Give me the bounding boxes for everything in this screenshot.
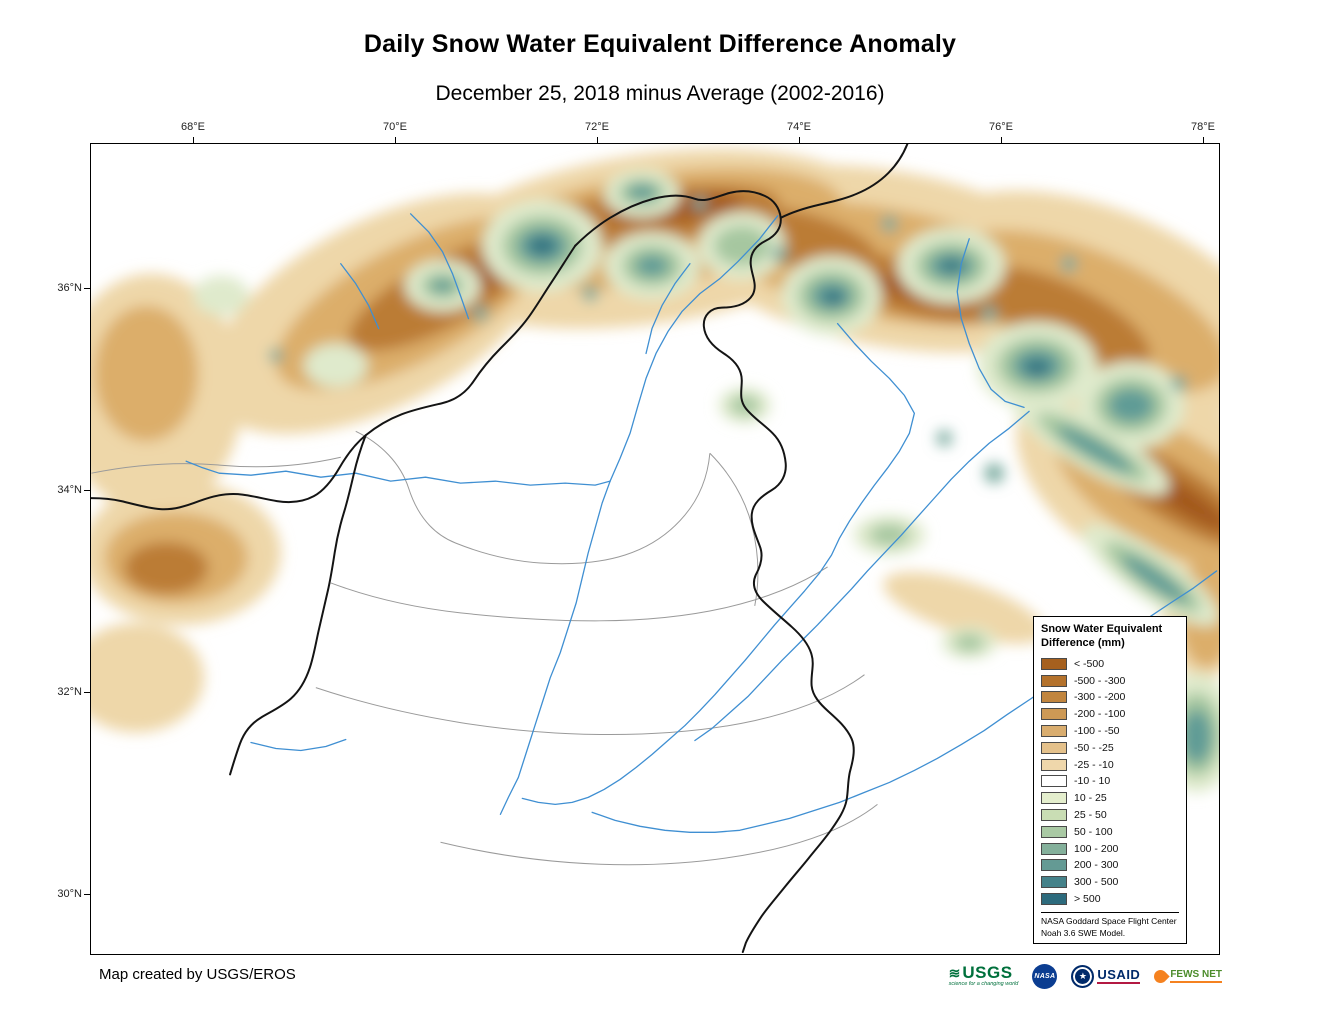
legend-swatch xyxy=(1041,859,1067,872)
legend-swatch xyxy=(1041,708,1067,721)
y-tick-mark xyxy=(84,894,90,895)
legend-label: -200 - -100 xyxy=(1074,708,1126,721)
x-tick-label: 72°E xyxy=(585,121,609,133)
legend-label: 25 - 50 xyxy=(1074,809,1107,822)
usgs-wave-icon: ≋ xyxy=(948,964,961,981)
usaid-logo: ★ USAID xyxy=(1071,964,1141,988)
legend-label: > 500 xyxy=(1074,893,1101,906)
legend-label: 100 - 200 xyxy=(1074,842,1119,855)
y-tick-label: 36°N xyxy=(57,282,82,294)
legend-swatch xyxy=(1041,893,1067,906)
x-tick-label: 76°E xyxy=(989,121,1013,133)
legend-label: 200 - 300 xyxy=(1074,859,1119,872)
legend-entry: -500 - -300 xyxy=(1041,672,1179,689)
legend-entry: -200 - -100 xyxy=(1041,706,1179,723)
fewsnet-logo: FEWS NET xyxy=(1151,966,1222,986)
legend-swatch xyxy=(1041,825,1067,838)
legend-label: -500 - -300 xyxy=(1074,674,1126,687)
legend-label: -25 - -10 xyxy=(1074,758,1114,771)
terrain-anomaly-layer xyxy=(91,148,1219,793)
legend-label: < -500 xyxy=(1074,657,1105,670)
legend-swatch xyxy=(1041,809,1067,822)
fewsnet-logo-text: FEWS NET xyxy=(1170,969,1222,983)
fewsnet-leaf-icon xyxy=(1151,966,1171,986)
legend-swatch xyxy=(1041,725,1067,738)
map-credit: Map created by USGS/EROS xyxy=(99,966,296,983)
y-tick-label: 34°N xyxy=(57,484,82,496)
legend-swatch xyxy=(1041,792,1067,805)
y-tick-mark xyxy=(84,692,90,693)
legend-entry: 25 - 50 xyxy=(1041,807,1179,824)
footer-logos: ≋ USGS science for a changing world NASA… xyxy=(949,960,1222,992)
legend-footnote-line1: NASA Goddard Space Flight Center xyxy=(1041,916,1177,927)
legend-entry: 200 - 300 xyxy=(1041,857,1179,874)
usaid-logo-text: USAID xyxy=(1097,967,1141,985)
x-tick-mark xyxy=(395,137,396,143)
country-borders-layer xyxy=(91,144,909,954)
legend-label: 10 - 25 xyxy=(1074,792,1107,805)
legend-swatch xyxy=(1041,758,1067,771)
legend-entries: < -500 -500 - -300 -300 - -200 -200 - -100 -… xyxy=(1041,656,1179,908)
legend-entry: -10 - 10 xyxy=(1041,773,1179,790)
legend-swatch xyxy=(1041,775,1067,788)
legend-footnote-line2: Noah 3.6 SWE Model. xyxy=(1041,927,1126,938)
y-tick-label: 32°N xyxy=(57,686,82,698)
legend-title-line2: Difference (mm) xyxy=(1041,636,1125,649)
legend-entry: -100 - -50 xyxy=(1041,723,1179,740)
usgs-tagline: science for a changing world xyxy=(948,981,1019,988)
legend-entry: -300 - -200 xyxy=(1041,689,1179,706)
y-tick-mark xyxy=(84,490,90,491)
legend-label: -100 - -50 xyxy=(1074,725,1120,738)
legend-swatch xyxy=(1041,842,1067,855)
legend-entry: 10 - 25 xyxy=(1041,790,1179,807)
legend-entry: 50 - 100 xyxy=(1041,823,1179,840)
legend-label: 300 - 500 xyxy=(1074,876,1119,889)
legend-label: 50 - 100 xyxy=(1074,825,1113,838)
x-tick-mark xyxy=(193,137,194,143)
legend-entry: > 500 xyxy=(1041,891,1179,908)
y-tick-mark xyxy=(84,288,90,289)
legend-entry: -25 - -10 xyxy=(1041,756,1179,773)
x-tick-label: 74°E xyxy=(787,121,811,133)
x-tick-mark xyxy=(799,137,800,143)
map-title: Daily Snow Water Equivalent Difference A… xyxy=(363,30,957,58)
legend-swatch xyxy=(1041,674,1067,687)
usgs-logo-text: USGS xyxy=(962,963,1013,983)
basin-boundaries-layer xyxy=(91,430,878,866)
legend-label: -50 - -25 xyxy=(1074,741,1114,754)
map-graphic xyxy=(91,144,1219,954)
legend-entry: -50 - -25 xyxy=(1041,739,1179,756)
y-tick-label: 30°N xyxy=(57,888,82,900)
usgs-logo: ≋ USGS science for a changing world xyxy=(949,964,1019,988)
legend-entry: 100 - 200 xyxy=(1041,840,1179,857)
legend-label: -10 - 10 xyxy=(1074,775,1111,788)
legend-entry: < -500 xyxy=(1041,656,1179,673)
legend-label: -300 - -200 xyxy=(1074,691,1126,704)
legend-swatch xyxy=(1041,741,1067,754)
map-canvas: Snow Water Equivalent Difference (mm) < … xyxy=(90,143,1220,955)
legend-entry: 300 - 500 xyxy=(1041,874,1179,891)
legend-title: Snow Water Equivalent Difference (mm) xyxy=(1041,623,1179,651)
legend-title-line1: Snow Water Equivalent xyxy=(1041,623,1163,635)
legend-footnote: NASA Goddard Space Flight Center Noah 3.… xyxy=(1041,912,1179,939)
x-tick-mark xyxy=(1203,137,1204,143)
x-tick-label: 68°E xyxy=(181,121,205,133)
legend-swatch xyxy=(1041,657,1067,670)
legend: Snow Water Equivalent Difference (mm) < … xyxy=(1033,616,1187,945)
usaid-seal-icon: ★ xyxy=(1071,964,1095,988)
nasa-meatball-icon: NASA xyxy=(1032,963,1058,989)
x-tick-label: 78°E xyxy=(1191,121,1215,133)
x-tick-label: 70°E xyxy=(383,121,407,133)
nasa-logo-text: NASA xyxy=(1034,972,1056,980)
legend-swatch xyxy=(1041,691,1067,704)
x-tick-mark xyxy=(597,137,598,143)
map-subtitle: December 25, 2018 minus Average (2002-20… xyxy=(435,82,885,105)
legend-swatch xyxy=(1041,876,1067,889)
x-tick-mark xyxy=(1001,137,1002,143)
